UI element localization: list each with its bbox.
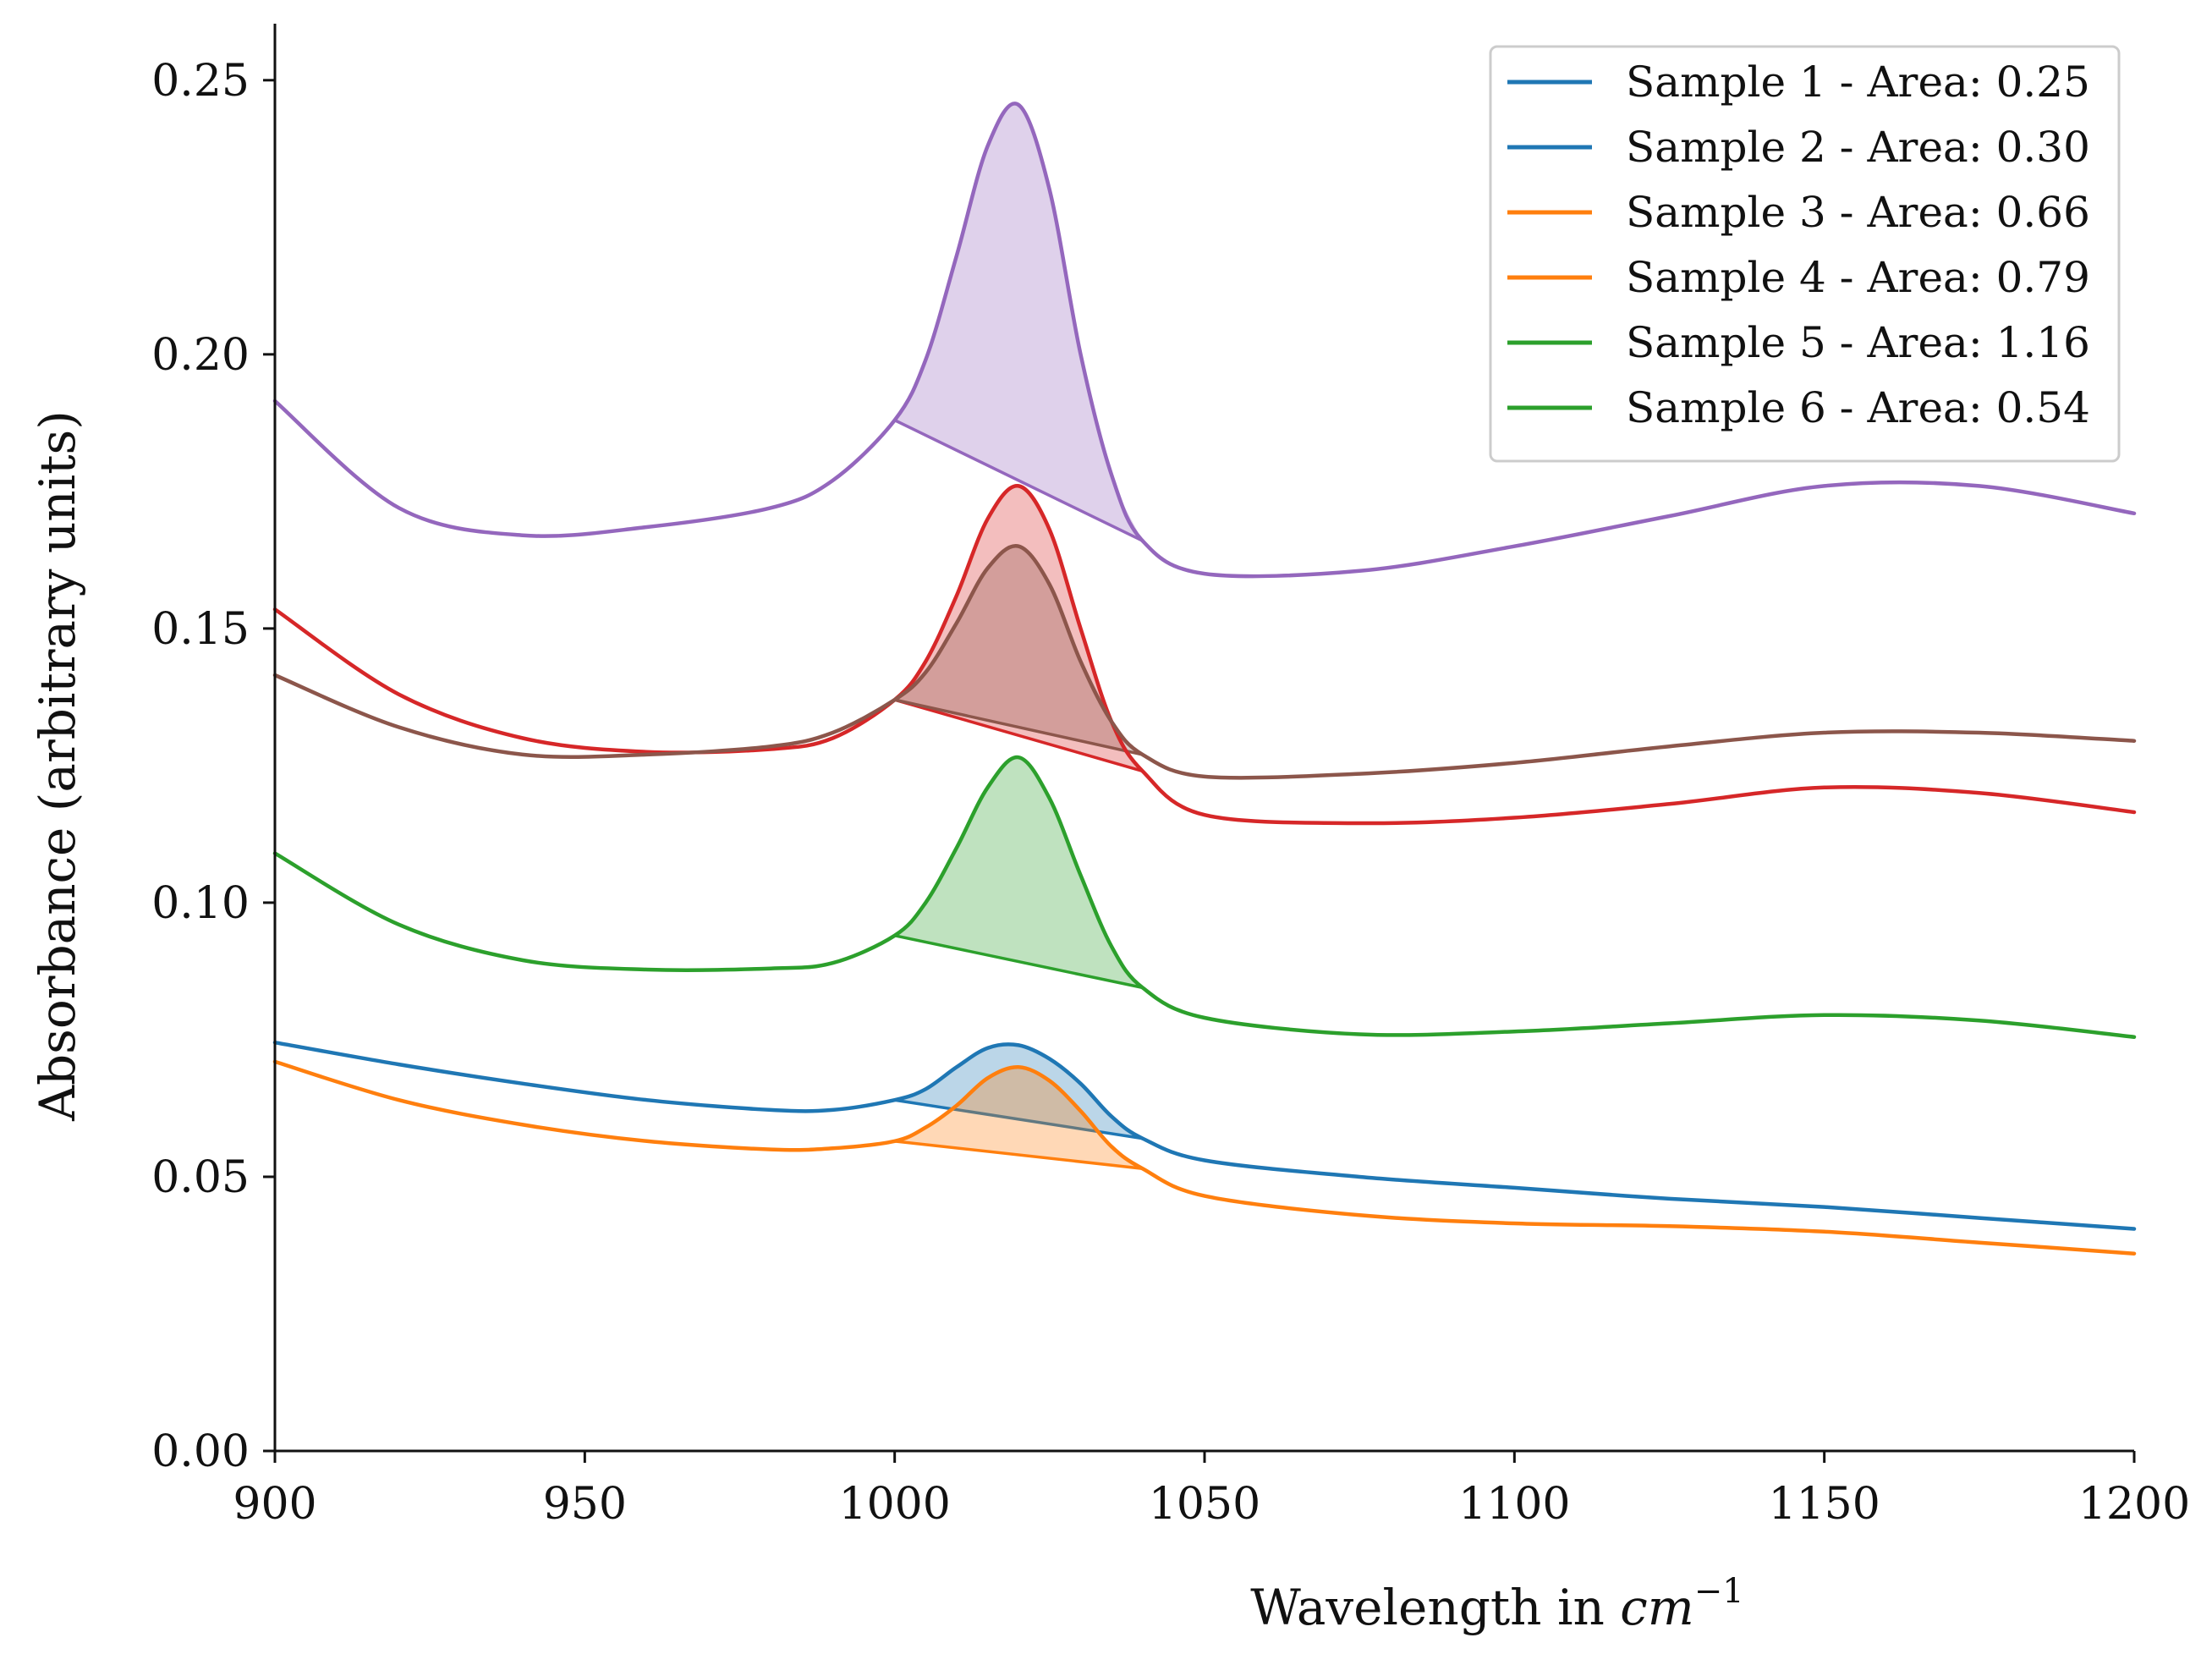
y-tick-label: 0.15 [151, 604, 250, 655]
baseline-2 [894, 1140, 1143, 1170]
y-tick-label: 0.10 [151, 878, 250, 929]
peak-area-fills [893, 103, 1144, 1170]
series-line-3 [272, 755, 2137, 1039]
legend: Sample 1 - Area: 0.25 Sample 2 - Area: 0.… [1489, 45, 2121, 463]
x-tick-label: 1050 [1149, 1479, 1260, 1530]
series-line-1 [272, 1040, 2137, 1231]
series-line-5 [272, 544, 2137, 780]
x-axis-ticks: 900 950 1000 1050 1100 1150 1200 [233, 1451, 2190, 1530]
legend-label-2: Sample 2 - Area: 0.30 [1626, 123, 2090, 172]
x-tick-label: 1150 [1768, 1479, 1880, 1530]
series-line-6 [272, 102, 2137, 579]
y-tick-label: 0.25 [151, 56, 250, 107]
legend-label-4: Sample 4 - Area: 0.79 [1626, 253, 2090, 302]
x-axis-title: Wavelength in cm−1 [1250, 1572, 1744, 1636]
peak-area-5 [894, 546, 1143, 755]
baseline-4 [894, 698, 1144, 773]
x-axis-title-exponent: −1 [1694, 1572, 1744, 1611]
peak-area-4 [894, 486, 1143, 772]
y-axis-ticks: 0.00 0.05 0.10 0.15 0.20 0.25 [151, 56, 275, 1477]
series-line-4 [272, 484, 2137, 826]
legend-label-3: Sample 3 - Area: 0.66 [1626, 188, 2090, 237]
peak-area-3 [894, 757, 1143, 988]
legend-box [1489, 45, 2121, 463]
baseline-1 [894, 1098, 1144, 1140]
x-tick-label: 1000 [838, 1479, 950, 1530]
baseline-3 [894, 934, 1144, 990]
x-tick-label: 950 [543, 1479, 627, 1530]
legend-label-5: Sample 5 - Area: 1.16 [1626, 318, 2090, 367]
y-axis-title: Absorbance (arbitrary units) [29, 410, 86, 1122]
baseline-6 [893, 419, 1144, 542]
x-axis-title-text: Wavelength in [1250, 1579, 1620, 1636]
series-line-2 [272, 1059, 2137, 1256]
y-tick-label: 0.20 [151, 330, 250, 381]
legend-label-1: Sample 1 - Area: 0.25 [1626, 58, 2090, 107]
baseline-5 [894, 698, 1144, 756]
legend-label-6: Sample 6 - Area: 0.54 [1626, 383, 2090, 432]
peak-area-2 [894, 1067, 1143, 1169]
x-axis-title-unit: cm [1620, 1579, 1693, 1636]
peak-area-6 [894, 103, 1143, 541]
x-tick-label: 1200 [2078, 1479, 2190, 1530]
x-tick-label: 1100 [1458, 1479, 1570, 1530]
series-lines [272, 102, 2137, 1256]
y-tick-label: 0.05 [151, 1152, 250, 1203]
x-tick-label: 900 [233, 1479, 316, 1530]
y-tick-label: 0.00 [151, 1426, 250, 1477]
